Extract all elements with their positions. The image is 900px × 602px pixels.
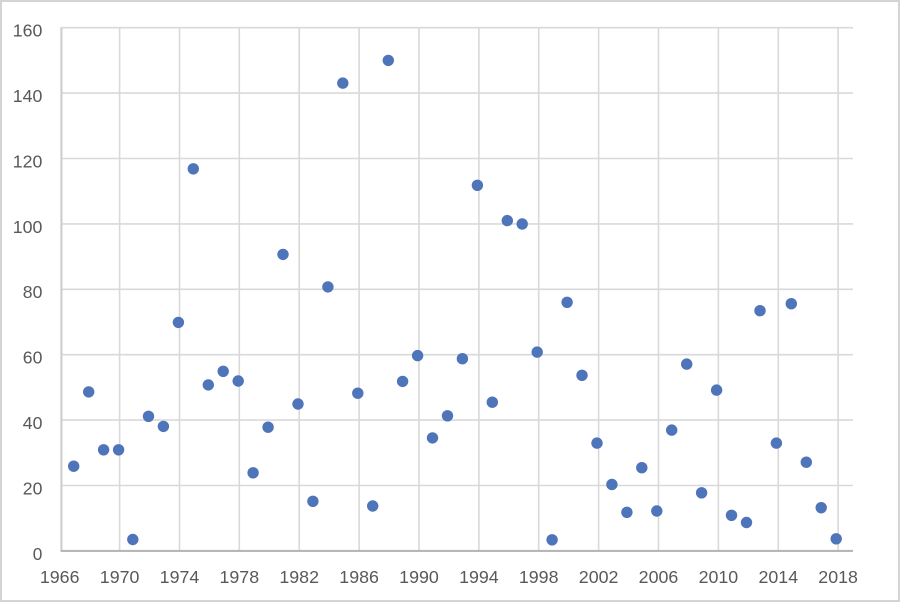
svg-text:0: 0	[33, 544, 43, 564]
svg-text:2010: 2010	[699, 567, 739, 587]
svg-text:2014: 2014	[759, 567, 799, 587]
svg-text:1978: 1978	[220, 567, 260, 587]
svg-text:1994: 1994	[459, 567, 499, 587]
svg-text:100: 100	[13, 217, 43, 237]
svg-text:1970: 1970	[100, 567, 140, 587]
svg-text:160: 160	[13, 21, 43, 41]
svg-text:40: 40	[23, 413, 43, 433]
svg-text:1974: 1974	[160, 567, 200, 587]
svg-text:60: 60	[23, 348, 43, 368]
svg-text:1986: 1986	[339, 567, 379, 587]
svg-text:2018: 2018	[818, 567, 858, 587]
svg-text:2006: 2006	[639, 567, 679, 587]
svg-text:20: 20	[23, 478, 43, 498]
svg-text:1990: 1990	[399, 567, 439, 587]
svg-text:1998: 1998	[519, 567, 559, 587]
svg-text:140: 140	[13, 86, 43, 106]
svg-text:80: 80	[23, 282, 43, 302]
svg-text:1966: 1966	[40, 567, 80, 587]
svg-text:2002: 2002	[579, 567, 619, 587]
svg-text:1982: 1982	[279, 567, 319, 587]
svg-text:120: 120	[13, 151, 43, 171]
